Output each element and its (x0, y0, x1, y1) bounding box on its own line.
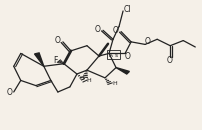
Text: F: F (54, 56, 58, 65)
Text: O: O (144, 37, 150, 46)
Text: Cl: Cl (123, 5, 131, 14)
Text: O: O (7, 87, 13, 96)
Text: O: O (55, 36, 61, 45)
Text: O: O (124, 52, 130, 61)
Text: A: A (109, 53, 113, 58)
Polygon shape (35, 53, 44, 66)
Polygon shape (116, 68, 129, 74)
Bar (107, 50, 120, 59)
Text: s: s (115, 53, 118, 58)
Text: O: O (113, 26, 118, 35)
Text: O: O (95, 25, 100, 34)
Text: H: H (113, 80, 117, 86)
Text: H: H (80, 76, 84, 81)
Text: H: H (87, 78, 91, 83)
Text: O: O (166, 56, 172, 65)
